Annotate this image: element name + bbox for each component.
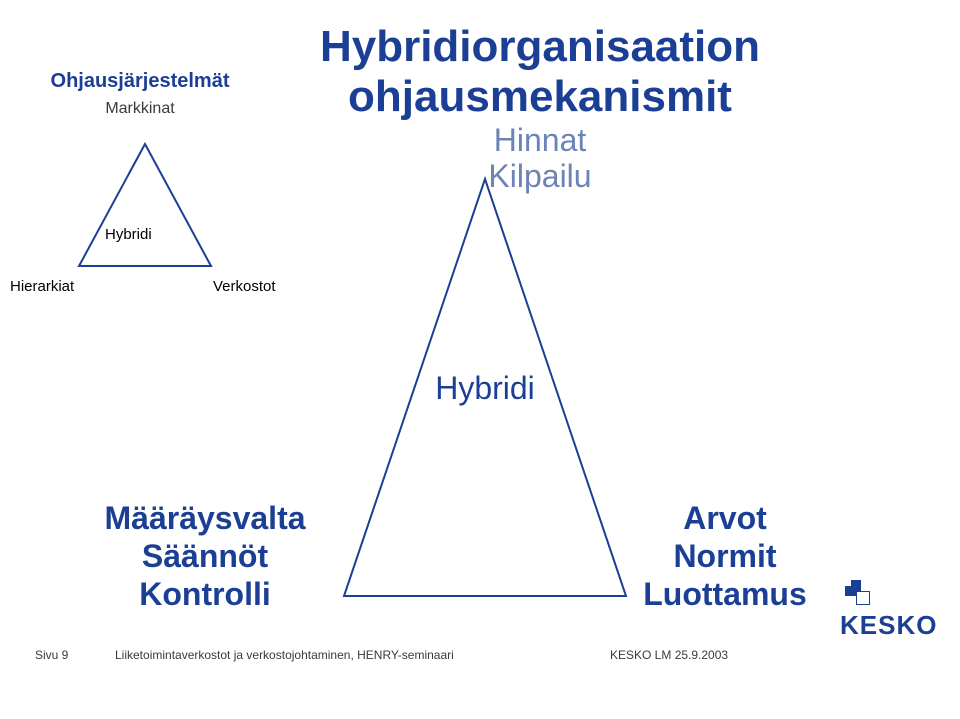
kesko-logo-icon	[843, 578, 871, 606]
footer-right: KESKO LM 25.9.2003	[610, 648, 728, 662]
small-triangle-left-label: Hierarkiat	[10, 278, 74, 295]
right-keyword-2: Normit	[615, 538, 835, 575]
title-line1: Hybridiorganisaation	[260, 22, 820, 72]
small-triangle-top-label: Hybridi	[105, 226, 152, 243]
left-keyword-3: Kontrolli	[75, 576, 335, 613]
left-keyword-2: Säännöt	[75, 538, 335, 575]
big-triangle-inner-label: Hybridi	[340, 370, 630, 407]
right-keyword-1: Arvot	[615, 500, 835, 537]
title-sub1: Hinnat	[260, 122, 820, 159]
left-sub: Markkinat	[35, 100, 245, 118]
kesko-logo	[843, 578, 871, 606]
small-triangle	[75, 140, 215, 270]
left-heading: Ohjausjärjestelmät	[35, 70, 245, 93]
left-keyword-1: Määräysvalta	[75, 500, 335, 537]
kesko-logo-text: KESKO	[840, 610, 937, 641]
right-keyword-3: Luottamus	[615, 576, 835, 613]
footer-center: Liiketoimintaverkostot ja verkostojohtam…	[115, 648, 454, 662]
title-line2: ohjausmekanismit	[260, 72, 820, 122]
small-triangle-right-label: Verkostot	[213, 278, 276, 295]
footer-page: Sivu 9	[35, 648, 68, 662]
